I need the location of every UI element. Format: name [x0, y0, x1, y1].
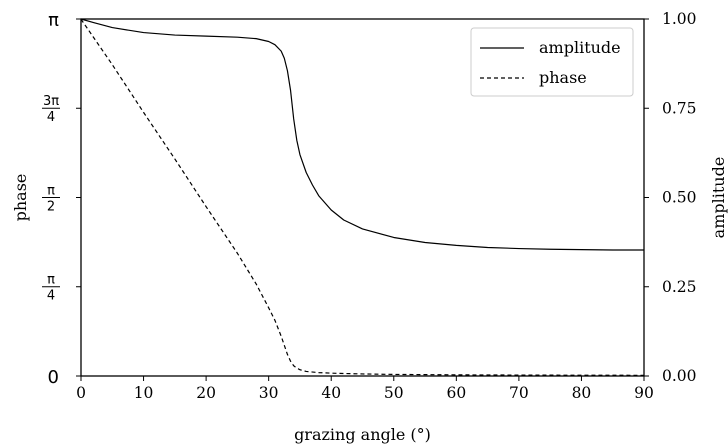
left-tick-label-denominator-2: 2 — [47, 199, 55, 214]
x-tick-label-10: 10 — [134, 384, 154, 402]
right-tick-label-3: 0.75 — [662, 99, 697, 117]
left-tick-label-numerator-2: π — [47, 183, 55, 198]
legend-label-amplitude: amplitude — [539, 38, 621, 57]
x-tick-label-30: 30 — [259, 384, 279, 402]
x-tick-label-0: 0 — [76, 384, 86, 402]
right-y-axis-label: amplitude — [709, 157, 728, 239]
x-tick-label-70: 70 — [509, 384, 529, 402]
right-tick-label-2: 0.50 — [662, 189, 697, 207]
legend-box — [470, 27, 634, 97]
x-tick-label-50: 50 — [384, 384, 404, 402]
x-tick-label-60: 60 — [446, 384, 466, 402]
right-tick-label-0: 0.00 — [662, 367, 697, 385]
left-tick-label-4: π — [48, 10, 59, 31]
x-axis: 0 10 20 30 40 50 60 70 80 90 — [76, 376, 654, 402]
left-tick-label-numerator-3: 3π — [43, 94, 59, 109]
series-line-amplitude — [80, 18, 644, 251]
x-axis-label: grazing angle (°) — [294, 425, 431, 444]
x-tick-label-90: 90 — [634, 384, 654, 402]
left-tick-label-denominator-3: 4 — [47, 110, 55, 125]
series-line-phase — [80, 18, 645, 376]
left-y-axis-label: phase — [11, 174, 30, 222]
x-tick-label-40: 40 — [321, 384, 341, 402]
left-tick-label-denominator-1: 4 — [47, 289, 55, 304]
left-tick-label-numerator-1: π — [47, 273, 55, 288]
series-layer — [80, 18, 645, 376]
x-tick-label-20: 20 — [196, 384, 216, 402]
right-tick-label-4: 1.00 — [662, 10, 697, 28]
legend-label-phase: phase — [539, 68, 587, 87]
left-tick-label-0: 0 — [48, 367, 59, 388]
right-tick-label-1: 0.25 — [662, 278, 697, 296]
x-tick-label-80: 80 — [572, 384, 592, 402]
right-axis: 0.00 0.25 0.50 0.75 1.00 — [644, 10, 697, 385]
legend: amplitude phase — [470, 27, 634, 97]
